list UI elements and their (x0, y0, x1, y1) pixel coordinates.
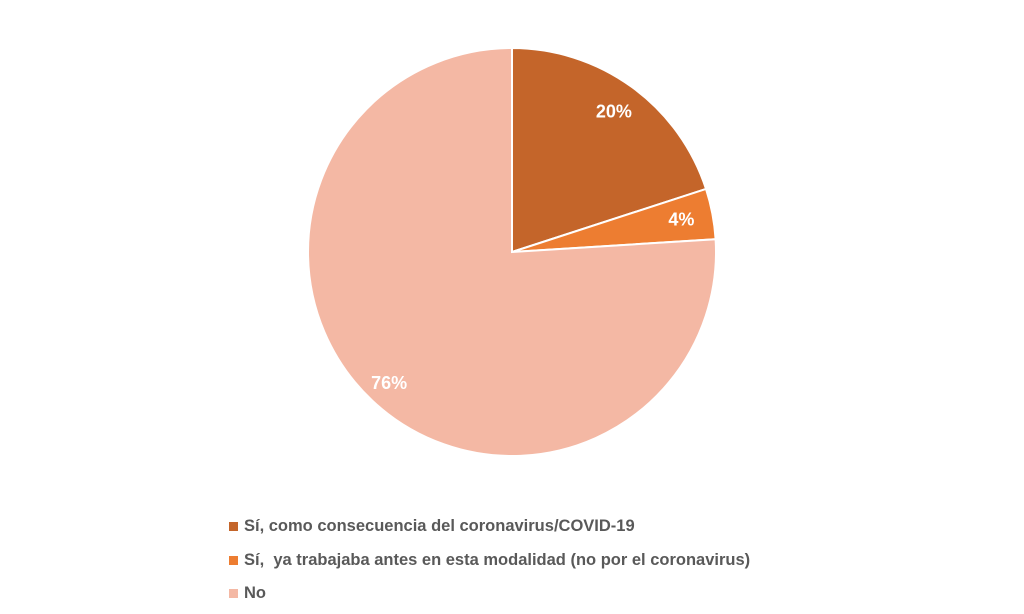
data-label-0: 20% (596, 102, 632, 122)
pie-slice-2 (307, 46, 717, 457)
legend-label: No (244, 584, 266, 603)
data-label-1: 4% (668, 210, 694, 230)
legend-label: Sí, como consecuencia del coronavirus/CO… (244, 517, 635, 536)
legend-swatch (229, 589, 238, 599)
legend-item-no: No (229, 577, 750, 611)
pie-chart: 20% 4% 76% (307, 46, 717, 457)
legend-swatch (229, 522, 238, 532)
legend-label: Sí, ya trabajaba antes en esta modalidad… (244, 550, 751, 569)
pie-slice-0 (511, 46, 708, 254)
legend-swatch (229, 555, 238, 565)
legend-item-already: Sí, ya trabajaba antes en esta modalidad… (229, 544, 750, 578)
legend-item-covid: Sí, como consecuencia del coronavirus/CO… (229, 510, 750, 544)
legend: Sí, como consecuencia del coronavirus/CO… (229, 510, 750, 611)
data-label-2: 76% (371, 373, 407, 393)
